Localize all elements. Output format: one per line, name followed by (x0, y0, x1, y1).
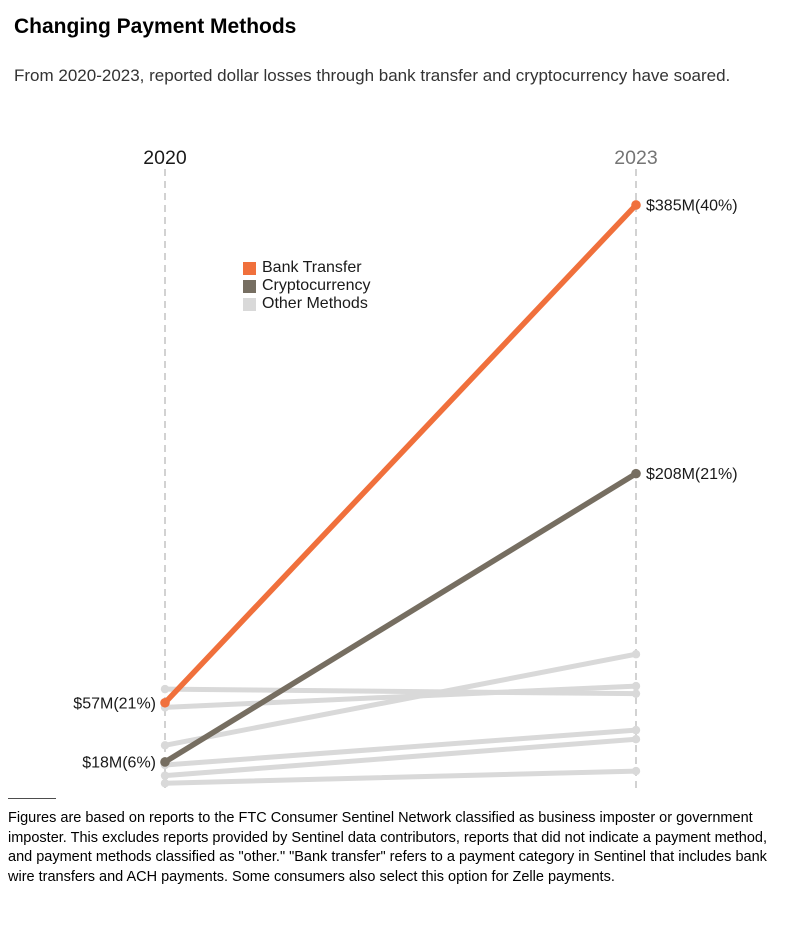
other-method-1-dot-2020 (160, 684, 170, 694)
other-method-4-line (162, 727, 639, 768)
legend-label-cryptocurrency: Cryptocurrency (262, 277, 371, 294)
other-method-5-dot-2020 (160, 771, 170, 780)
x-axis-label-2023: 2023 (614, 147, 657, 169)
page-subtitle: From 2020-2023, reported dollar losses t… (14, 66, 731, 85)
other-method-4-dot-2023 (631, 725, 641, 735)
other-method-3-dot-2023 (631, 650, 641, 659)
bank-transfer-dot-2020 (160, 697, 170, 708)
point-label-bank-transfer-2023: $385M(40%) (646, 197, 738, 214)
other-method-1-dot-2023 (631, 689, 641, 698)
legend-label-bank-transfer: Bank Transfer (262, 259, 362, 276)
slope-chart: 2020 2023 $57M(21%) $385M(40%) $18M(6%) $208M… (73, 147, 738, 790)
x-axis-label-2020: 2020 (143, 147, 187, 169)
other-method-5-dot-2023 (631, 735, 641, 744)
other-method-3-dot-2020 (160, 741, 170, 750)
other-method-1-line (162, 686, 639, 697)
cryptocurrency-line (162, 470, 639, 765)
point-label-cryptocurrency-2023: $208M(21%) (646, 466, 738, 483)
other-method-2-dot-2023 (631, 681, 641, 691)
bank-transfer-line (162, 202, 639, 706)
legend-item-other-methods: Other Methods (243, 295, 370, 313)
legend-item-bank-transfer: Bank Transfer (243, 259, 370, 277)
footnote-divider (8, 798, 56, 799)
cryptocurrency-swatch-icon (243, 279, 256, 293)
legend-item-cryptocurrency: Cryptocurrency (243, 277, 370, 295)
footnote: Figures are based on reports to the FTC … (8, 798, 788, 887)
cryptocurrency-dot-2023 (631, 468, 641, 479)
point-label-cryptocurrency-2020: $18M(6%) (82, 754, 156, 771)
cryptocurrency-dot-2020 (160, 757, 170, 767)
bank-transfer-swatch-icon (243, 261, 256, 275)
other-method-2-line (162, 683, 639, 710)
footnote-text: Figures are based on reports to the FTC … (8, 810, 767, 885)
other-method-3-line (162, 651, 639, 748)
other-method-6-line (162, 768, 639, 786)
other-method-5-line (162, 736, 639, 779)
other-method-6-dot-2023 (631, 766, 641, 776)
page-title: Changing Payment Methods (14, 15, 297, 38)
other-method-6-dot-2020 (160, 779, 170, 788)
chart-legend: Bank Transfer Cryptocurrency Other Metho… (243, 259, 370, 313)
bank-transfer-dot-2023 (631, 200, 641, 210)
legend-label-other-methods: Other Methods (262, 295, 368, 312)
other-methods-swatch-icon (243, 297, 256, 311)
point-label-bank-transfer-2020: $57M(21%) (73, 695, 156, 712)
